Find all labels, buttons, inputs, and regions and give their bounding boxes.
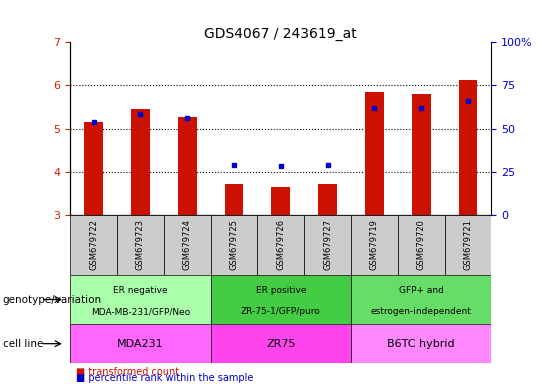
Bar bbox=[272, 187, 290, 215]
FancyBboxPatch shape bbox=[444, 215, 491, 275]
Text: GFP+ and: GFP+ and bbox=[399, 286, 444, 295]
Title: GDS4067 / 243619_at: GDS4067 / 243619_at bbox=[205, 27, 357, 41]
FancyBboxPatch shape bbox=[304, 215, 351, 275]
Text: ZR75: ZR75 bbox=[266, 339, 295, 349]
Bar bbox=[84, 122, 103, 215]
Text: GSM679726: GSM679726 bbox=[276, 219, 285, 270]
Bar bbox=[412, 94, 430, 215]
Text: GSM679724: GSM679724 bbox=[183, 219, 192, 270]
Text: genotype/variation: genotype/variation bbox=[3, 295, 102, 305]
FancyBboxPatch shape bbox=[211, 324, 351, 363]
FancyBboxPatch shape bbox=[117, 215, 164, 275]
Text: MDA-MB-231/GFP/Neo: MDA-MB-231/GFP/Neo bbox=[91, 308, 190, 316]
Text: estrogen-independent: estrogen-independent bbox=[371, 308, 471, 316]
Text: GSM679720: GSM679720 bbox=[417, 219, 426, 270]
Text: ZR-75-1/GFP/puro: ZR-75-1/GFP/puro bbox=[241, 308, 321, 316]
Text: ER negative: ER negative bbox=[113, 286, 168, 295]
FancyBboxPatch shape bbox=[351, 215, 398, 275]
Text: GSM679727: GSM679727 bbox=[323, 219, 332, 270]
FancyBboxPatch shape bbox=[258, 215, 304, 275]
Text: B6TC hybrid: B6TC hybrid bbox=[387, 339, 455, 349]
Bar bbox=[225, 184, 244, 215]
Bar bbox=[178, 117, 197, 215]
FancyBboxPatch shape bbox=[351, 275, 491, 324]
Text: cell line: cell line bbox=[3, 339, 43, 349]
FancyBboxPatch shape bbox=[398, 215, 444, 275]
Text: ■ percentile rank within the sample: ■ percentile rank within the sample bbox=[76, 373, 253, 383]
Text: MDA231: MDA231 bbox=[117, 339, 164, 349]
Text: GSM679719: GSM679719 bbox=[370, 219, 379, 270]
FancyBboxPatch shape bbox=[211, 215, 258, 275]
Bar bbox=[458, 80, 477, 215]
Text: GSM679725: GSM679725 bbox=[230, 219, 239, 270]
FancyBboxPatch shape bbox=[351, 324, 491, 363]
FancyBboxPatch shape bbox=[164, 215, 211, 275]
FancyBboxPatch shape bbox=[70, 324, 211, 363]
FancyBboxPatch shape bbox=[211, 275, 351, 324]
Text: GSM679721: GSM679721 bbox=[463, 219, 472, 270]
FancyBboxPatch shape bbox=[70, 215, 117, 275]
FancyBboxPatch shape bbox=[70, 275, 211, 324]
Bar bbox=[318, 184, 337, 215]
Text: GSM679723: GSM679723 bbox=[136, 219, 145, 270]
Bar bbox=[365, 92, 384, 215]
Text: ER positive: ER positive bbox=[255, 286, 306, 295]
Text: GSM679722: GSM679722 bbox=[89, 219, 98, 270]
Bar bbox=[131, 109, 150, 215]
Text: ■ transformed count: ■ transformed count bbox=[76, 367, 179, 377]
